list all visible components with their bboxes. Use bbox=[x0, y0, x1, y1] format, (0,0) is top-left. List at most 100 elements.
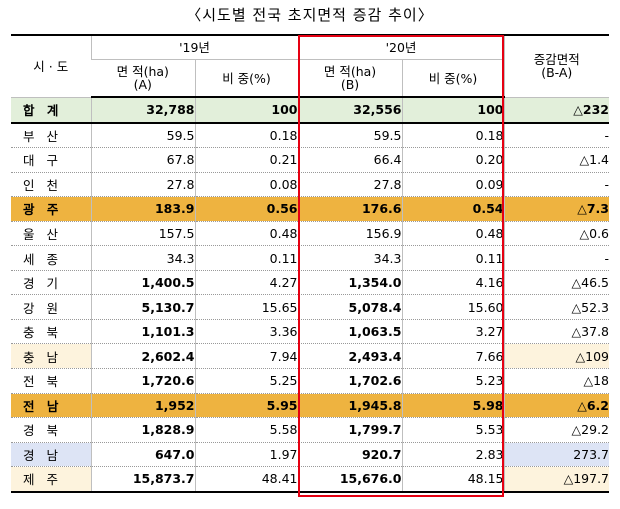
header-change: 증감면적 (B-A) bbox=[503, 34, 609, 98]
area-2020: 1,354.0 bbox=[297, 270, 402, 296]
area-2019: 1,952 bbox=[90, 393, 195, 419]
area-2019: 1,400.5 bbox=[90, 270, 195, 296]
table-row: 경 기 1,400.5 4.27 1,354.0 4.16 △46.5 bbox=[11, 270, 609, 296]
ratio-2019: 3.36 bbox=[194, 319, 298, 345]
area-2019: 59.5 bbox=[90, 122, 195, 149]
table-row: 제 주 15,873.7 48.41 15,676.0 48.15 △197.7 bbox=[11, 466, 609, 493]
table-title: 〈시도별 전국 초지면적 증감 추이〉 bbox=[186, 6, 434, 24]
area-2019: 5,130.7 bbox=[90, 294, 195, 320]
area-2019: 32,788 bbox=[90, 97, 195, 124]
ratio-2020: 0.20 bbox=[401, 147, 504, 173]
area-2020: 156.9 bbox=[297, 221, 402, 247]
ratio-2019: 48.41 bbox=[194, 466, 298, 493]
ratio-2020: 0.18 bbox=[401, 122, 504, 149]
region-name: 경 남 bbox=[11, 442, 91, 468]
header-area-b-line1: 면 적(ha) bbox=[323, 64, 377, 79]
area-2020: 920.7 bbox=[297, 442, 402, 468]
table-row: 울 산 157.5 0.48 156.9 0.48 △0.6 bbox=[11, 221, 609, 247]
ratio-2020: 48.15 bbox=[401, 466, 504, 493]
area-2020: 32,556 bbox=[297, 97, 402, 124]
region-name: 세 종 bbox=[11, 245, 91, 271]
area-change: △7.3 bbox=[503, 196, 609, 222]
area-2020: 2,493.4 bbox=[297, 343, 402, 370]
region-name: 전 북 bbox=[11, 368, 91, 394]
area-change: - bbox=[503, 172, 609, 198]
header-region: 시 · 도 bbox=[11, 34, 91, 98]
area-2019: 15,873.7 bbox=[90, 466, 195, 493]
ratio-2020: 0.54 bbox=[401, 196, 504, 222]
table-row: 대 구 67.8 0.21 66.4 0.20 △1.4 bbox=[11, 147, 609, 173]
table-row: 전 북 1,720.6 5.25 1,702.6 5.23 △18 bbox=[11, 368, 609, 394]
ratio-2019: 5.95 bbox=[194, 393, 298, 419]
area-2020: 66.4 bbox=[297, 147, 402, 173]
region-name: 충 북 bbox=[11, 319, 91, 345]
ratio-2020: 5.53 bbox=[401, 417, 504, 443]
table-row: 부 산 59.5 0.18 59.5 0.18 - bbox=[11, 122, 609, 149]
table-row: 경 북 1,828.9 5.58 1,799.7 5.53 △29.2 bbox=[11, 417, 609, 443]
area-change: △232 bbox=[503, 97, 609, 124]
ratio-2020: 5.23 bbox=[401, 368, 504, 394]
area-2020: 1,702.6 bbox=[297, 368, 402, 394]
region-name: 인 천 bbox=[11, 172, 91, 198]
ratio-2019: 7.94 bbox=[194, 343, 298, 370]
table-row-highlight: 전 남 1,952 5.95 1,945.8 5.98 △6.2 bbox=[11, 393, 609, 419]
ratio-2020: 3.27 bbox=[401, 319, 504, 345]
ratio-2020: 5.98 bbox=[401, 393, 504, 419]
ratio-2020: 7.66 bbox=[401, 343, 504, 370]
area-change: △1.4 bbox=[503, 147, 609, 173]
ratio-2019: 100 bbox=[194, 97, 298, 124]
area-change: △46.5 bbox=[503, 270, 609, 296]
ratio-2020: 100 bbox=[401, 97, 504, 124]
area-2020: 15,676.0 bbox=[297, 466, 402, 493]
ratio-2020: 0.48 bbox=[401, 221, 504, 247]
area-change: 273.7 bbox=[503, 442, 609, 468]
table-row: 인 천 27.8 0.08 27.8 0.09 - bbox=[11, 172, 609, 198]
ratio-2019: 15.65 bbox=[194, 294, 298, 320]
area-2020: 27.8 bbox=[297, 172, 402, 198]
area-2020: 5,078.4 bbox=[297, 294, 402, 320]
region-name: 충 남 bbox=[11, 343, 91, 370]
ratio-2020: 0.11 bbox=[401, 245, 504, 271]
region-name: 대 구 bbox=[11, 147, 91, 173]
region-name: 제 주 bbox=[11, 466, 91, 493]
header-year-2019: '19년 bbox=[90, 34, 298, 60]
area-2019: 183.9 bbox=[90, 196, 195, 222]
header-change-line2: (B-A) bbox=[541, 65, 573, 81]
ratio-2019: 0.56 bbox=[194, 196, 298, 222]
area-change: △52.3 bbox=[503, 294, 609, 320]
table-row-highlight: 광 주 183.9 0.56 176.6 0.54 △7.3 bbox=[11, 196, 609, 222]
region-name: 경 북 bbox=[11, 417, 91, 443]
table-row: 강 원 5,130.7 15.65 5,078.4 15.60 △52.3 bbox=[11, 294, 609, 320]
area-2019: 27.8 bbox=[90, 172, 195, 198]
area-2019: 2,602.4 bbox=[90, 343, 195, 370]
area-2019: 157.5 bbox=[90, 221, 195, 247]
ratio-2019: 0.48 bbox=[194, 221, 298, 247]
area-change: △197.7 bbox=[503, 466, 609, 493]
area-2020: 1,063.5 bbox=[297, 319, 402, 345]
area-2019: 34.3 bbox=[90, 245, 195, 271]
area-2020: 1,945.8 bbox=[297, 393, 402, 419]
ratio-2019: 4.27 bbox=[194, 270, 298, 296]
header-change-line1: 증감면적 bbox=[533, 52, 580, 68]
area-change: △6.2 bbox=[503, 393, 609, 419]
region-name: 경 기 bbox=[11, 270, 91, 296]
area-2019: 647.0 bbox=[90, 442, 195, 468]
ratio-2019: 0.18 bbox=[194, 122, 298, 149]
area-change: △37.8 bbox=[503, 319, 609, 345]
area-2020: 59.5 bbox=[297, 122, 402, 149]
ratio-2019: 5.58 bbox=[194, 417, 298, 443]
header-area-b: 면 적(ha) (B) bbox=[297, 59, 402, 98]
region-name: 부 산 bbox=[11, 122, 91, 149]
table-row: 경 남 647.0 1.97 920.7 2.83 273.7 bbox=[11, 442, 609, 468]
header-ratio-b: 비 중(%) bbox=[401, 59, 504, 98]
ratio-2019: 0.08 bbox=[194, 172, 298, 198]
header-year-2020: '20년 bbox=[297, 34, 504, 60]
header-area-a-line1: 면 적(ha) bbox=[116, 64, 169, 79]
region-name: 강 원 bbox=[11, 294, 91, 320]
area-2019: 1,101.3 bbox=[90, 319, 195, 345]
ratio-2020: 15.60 bbox=[401, 294, 504, 320]
ratio-2019: 0.11 bbox=[194, 245, 298, 271]
ratio-2020: 0.09 bbox=[401, 172, 504, 198]
area-change: △18 bbox=[503, 368, 609, 394]
area-change: △29.2 bbox=[503, 417, 609, 443]
